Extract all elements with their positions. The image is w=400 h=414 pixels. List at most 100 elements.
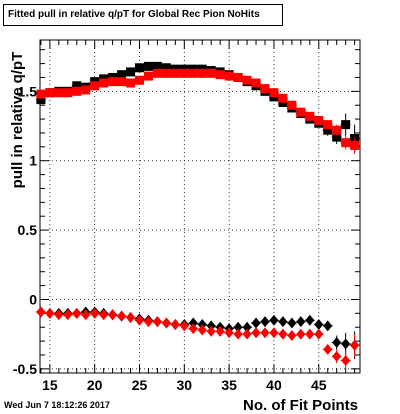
data-point xyxy=(314,115,324,125)
data-point xyxy=(251,317,261,329)
data-point xyxy=(260,84,270,94)
data-point xyxy=(260,316,270,328)
data-point xyxy=(215,325,225,337)
data-point xyxy=(72,81,82,91)
data-point xyxy=(278,328,288,340)
data-point xyxy=(63,309,73,321)
data-point xyxy=(72,86,82,96)
y-tick-label: 1 xyxy=(29,153,37,169)
data-point xyxy=(63,88,73,98)
data-point xyxy=(161,68,171,78)
y-tick-label: 0.5 xyxy=(18,222,38,238)
data-point xyxy=(296,316,306,328)
data-point xyxy=(206,320,216,332)
data-point xyxy=(350,140,360,150)
data-point xyxy=(72,307,82,319)
data-point xyxy=(278,93,288,103)
x-tick-label: 15 xyxy=(42,377,58,393)
data-point xyxy=(170,318,180,330)
x-tick-label: 20 xyxy=(87,377,103,393)
data-point xyxy=(323,343,333,355)
data-point xyxy=(287,100,297,110)
data-point xyxy=(99,78,109,88)
x-tick-label: 45 xyxy=(311,377,327,393)
data-point xyxy=(126,67,136,77)
data-point xyxy=(314,318,324,330)
data-point xyxy=(54,309,64,321)
data-point xyxy=(314,328,324,340)
chart-title-box: Fitted pull in relative q/pT for Global … xyxy=(3,4,283,26)
data-point xyxy=(242,75,252,85)
data-point xyxy=(134,75,144,85)
data-point xyxy=(323,320,333,332)
data-point xyxy=(170,68,180,78)
data-point xyxy=(36,89,46,99)
x-tick-label: 30 xyxy=(177,377,193,393)
data-point xyxy=(188,317,198,329)
y-tick-label: -0.5 xyxy=(13,361,37,377)
data-point xyxy=(188,68,198,78)
timestamp: Wed Jun 7 18:12:26 2017 xyxy=(4,400,110,410)
data-point xyxy=(179,68,189,78)
data-point xyxy=(143,61,153,71)
data-point xyxy=(99,309,109,321)
data-point xyxy=(296,328,306,340)
data-point xyxy=(152,61,162,71)
data-point xyxy=(287,330,297,342)
data-point xyxy=(152,316,162,328)
data-point xyxy=(197,318,207,330)
data-point xyxy=(341,355,351,367)
data-point xyxy=(206,68,216,78)
data-point xyxy=(233,72,243,82)
data-point xyxy=(108,77,118,87)
data-point xyxy=(305,314,315,326)
data-point xyxy=(341,338,351,350)
data-point xyxy=(269,314,279,326)
data-point xyxy=(108,309,118,321)
data-point xyxy=(332,336,342,348)
data-point xyxy=(233,321,243,333)
data-point xyxy=(260,327,270,339)
data-point xyxy=(45,88,55,98)
data-point xyxy=(179,320,189,332)
y-axis-label: pull in relative q/pT xyxy=(9,52,26,189)
data-point xyxy=(332,132,342,142)
data-point xyxy=(188,323,198,335)
data-point xyxy=(287,317,297,329)
data-point xyxy=(242,321,252,333)
data-point xyxy=(323,120,333,130)
data-point xyxy=(117,310,127,322)
x-axis-label: No. of Fit Points xyxy=(243,397,358,414)
data-point xyxy=(81,85,91,95)
data-point xyxy=(117,77,127,87)
data-point xyxy=(296,107,306,117)
data-point xyxy=(350,339,360,351)
data-point xyxy=(215,70,225,80)
data-point xyxy=(269,88,279,98)
data-series xyxy=(35,61,360,371)
data-point xyxy=(36,95,46,105)
data-point xyxy=(332,125,342,135)
x-tick-label: 35 xyxy=(221,377,237,393)
data-point xyxy=(251,78,261,88)
data-point xyxy=(269,327,279,339)
data-point xyxy=(233,328,243,340)
x-tick-label: 40 xyxy=(266,377,282,393)
data-point xyxy=(134,314,144,326)
data-point xyxy=(45,307,55,319)
data-point xyxy=(134,63,144,73)
data-point xyxy=(81,309,91,321)
series-1 xyxy=(35,68,360,154)
tick-labels: 15 20 25 30 35 40 45 -0.5 0 0.5 1 1.5 xyxy=(13,83,327,393)
data-point xyxy=(197,324,207,336)
data-point xyxy=(323,125,333,135)
chart-title: Fitted pull in relative q/pT for Global … xyxy=(8,9,260,20)
y-tick-label: 0 xyxy=(29,291,37,307)
data-point xyxy=(224,71,234,81)
data-point xyxy=(126,312,136,323)
y-tick-label: 1.5 xyxy=(18,83,38,99)
x-tick-label: 25 xyxy=(132,377,148,393)
data-point xyxy=(161,63,171,73)
data-point xyxy=(197,68,207,78)
